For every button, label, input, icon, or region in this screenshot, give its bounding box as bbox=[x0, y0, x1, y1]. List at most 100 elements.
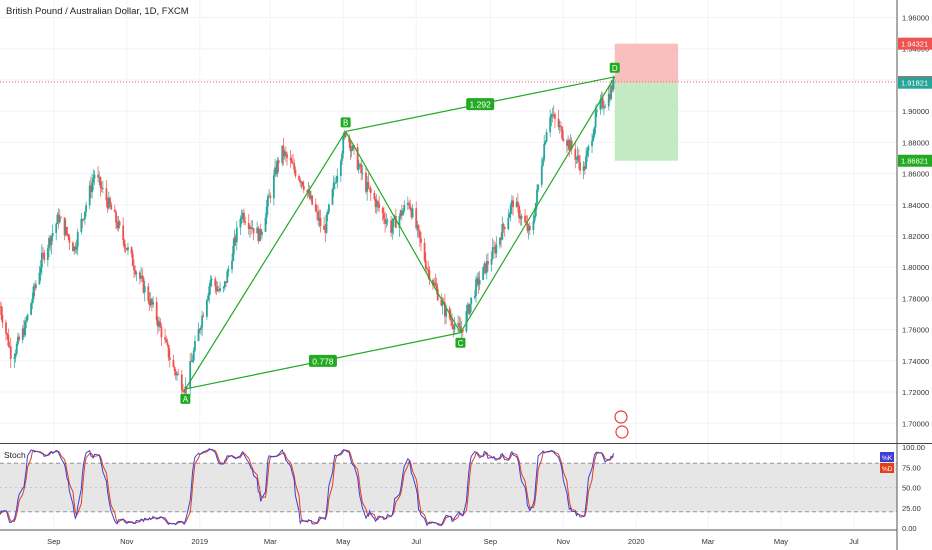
candle-body bbox=[544, 141, 547, 145]
candle-body bbox=[222, 286, 225, 289]
candle-body bbox=[223, 281, 226, 287]
candle-body bbox=[148, 300, 151, 306]
candle-body bbox=[269, 195, 272, 199]
candle-body bbox=[390, 220, 392, 233]
candle-body bbox=[57, 214, 60, 223]
candle-body bbox=[115, 211, 117, 223]
pattern-leg-CD bbox=[459, 76, 616, 334]
candle-body bbox=[38, 272, 41, 285]
candle-body bbox=[428, 269, 431, 280]
take-profit-zone bbox=[614, 82, 679, 161]
candle-body bbox=[557, 118, 560, 128]
candle-body bbox=[265, 206, 268, 218]
candle-body bbox=[116, 222, 119, 229]
candle-body bbox=[520, 215, 523, 219]
candle-body bbox=[33, 286, 36, 289]
candle-body bbox=[610, 85, 613, 100]
candle-body bbox=[7, 334, 10, 346]
candle-body bbox=[348, 136, 351, 143]
price-tick-label: 1.90000 bbox=[902, 107, 929, 116]
candles bbox=[0, 75, 615, 401]
stoch-d-tag bbox=[880, 463, 894, 473]
candle-body bbox=[56, 214, 59, 224]
candle-body bbox=[366, 182, 369, 192]
price-tick-label: 1.88000 bbox=[902, 138, 929, 147]
candle-body bbox=[251, 228, 254, 229]
candle-body bbox=[398, 216, 401, 228]
news-event-icon[interactable] bbox=[614, 410, 628, 424]
candle-body bbox=[574, 149, 577, 160]
candle-body bbox=[466, 304, 469, 311]
candle-body bbox=[172, 359, 175, 368]
ratio-label: 1.292 bbox=[470, 100, 492, 110]
candle-body bbox=[552, 114, 555, 116]
candle-body bbox=[39, 267, 42, 273]
candle-body bbox=[561, 126, 564, 139]
candle-body bbox=[135, 272, 138, 275]
candle-body bbox=[43, 252, 46, 261]
earnings-event-icon[interactable] bbox=[615, 425, 629, 439]
candle-body bbox=[160, 327, 163, 338]
candle-body bbox=[74, 246, 77, 250]
candle-body bbox=[234, 237, 237, 243]
candle-body bbox=[32, 286, 35, 299]
candle-body bbox=[176, 373, 178, 376]
candle-body bbox=[406, 202, 409, 205]
candle-body bbox=[219, 288, 221, 291]
candle-body bbox=[214, 278, 217, 287]
candle-body bbox=[107, 197, 110, 209]
candle-body bbox=[293, 163, 296, 170]
candle-body bbox=[403, 204, 406, 211]
time-tick-label: Mar bbox=[702, 537, 715, 546]
candle-body bbox=[400, 210, 403, 216]
candle-body bbox=[241, 212, 244, 218]
candle-body bbox=[317, 211, 320, 221]
candle-body bbox=[426, 268, 428, 270]
candle-body bbox=[300, 181, 303, 183]
candle-body bbox=[283, 151, 286, 157]
candle-body bbox=[46, 248, 49, 261]
candle-body bbox=[194, 341, 196, 351]
candle-body bbox=[180, 374, 183, 390]
candle-body bbox=[579, 162, 581, 171]
candle-body bbox=[499, 237, 501, 245]
time-tick-label: Sep bbox=[484, 537, 497, 546]
candle-body bbox=[1, 314, 4, 323]
candle-body bbox=[381, 208, 384, 214]
candle-body bbox=[319, 217, 322, 226]
candle-body bbox=[206, 300, 208, 317]
candle-body bbox=[577, 155, 580, 163]
event-icons[interactable] bbox=[614, 410, 629, 439]
candle-body bbox=[378, 203, 381, 209]
candle-body bbox=[494, 247, 497, 254]
candle-body bbox=[339, 160, 342, 177]
candle-body bbox=[566, 140, 568, 146]
candle-body bbox=[510, 200, 513, 206]
price-tick-label: 1.96000 bbox=[902, 13, 929, 22]
candle-body bbox=[264, 217, 267, 232]
candle-body bbox=[318, 217, 321, 221]
candle-body bbox=[13, 357, 16, 359]
candle-body bbox=[174, 371, 177, 376]
candle-body bbox=[208, 286, 211, 296]
stoch-tick-label: 75.00 bbox=[902, 463, 921, 472]
candle-body bbox=[274, 167, 276, 176]
candle-body bbox=[258, 228, 261, 242]
candle-body bbox=[92, 178, 95, 183]
candle-body bbox=[603, 107, 605, 109]
candle-body bbox=[298, 175, 300, 180]
candle-body bbox=[537, 184, 540, 190]
candle-body bbox=[375, 201, 378, 208]
candle-body bbox=[453, 324, 456, 330]
candle-body bbox=[591, 140, 593, 147]
time-tick-label: Mar bbox=[264, 537, 277, 546]
candle-body bbox=[40, 252, 43, 268]
candle-body bbox=[276, 160, 279, 174]
candle-body bbox=[594, 111, 597, 128]
candle-body bbox=[335, 182, 337, 183]
candle-body bbox=[217, 289, 220, 291]
candle-body bbox=[267, 196, 269, 207]
candle-body bbox=[558, 125, 561, 128]
candle-body bbox=[451, 320, 453, 327]
